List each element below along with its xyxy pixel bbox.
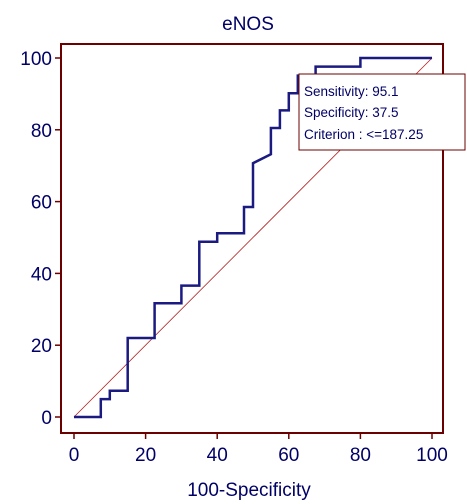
plot-frame bbox=[60, 43, 444, 434]
x-tick-label-0: 0 bbox=[69, 445, 80, 466]
annotation-criterion: Criterion : <=187.25 bbox=[304, 127, 423, 142]
x-tick-label-100: 100 bbox=[416, 445, 448, 466]
annotation-box bbox=[298, 73, 466, 151]
y-tick-label-80: 80 bbox=[31, 121, 52, 142]
criterion-annotation: Sensitivity: 95.1 Specificity: 37.5 Crit… bbox=[298, 73, 466, 151]
y-tick-label-60: 60 bbox=[31, 193, 52, 214]
x-tick-label-80: 80 bbox=[350, 445, 371, 466]
y-tick-label-0: 0 bbox=[41, 408, 52, 429]
y-tick-label-40: 40 bbox=[31, 264, 52, 285]
roc-line bbox=[74, 56, 432, 419]
axes: 0 20 40 60 80 100 0 20 40 60 80 100 bbox=[20, 49, 448, 466]
x-tick-label-40: 40 bbox=[207, 445, 228, 466]
x-tick-label-20: 20 bbox=[135, 445, 156, 466]
annotation-specificity: Specificity: 37.5 bbox=[304, 105, 399, 120]
chart-title: eNOS bbox=[222, 14, 274, 35]
annotation-sensitivity: Sensitivity: 95.1 bbox=[304, 84, 399, 99]
y-tick-label-100: 100 bbox=[20, 49, 52, 70]
x-axis-label: 100-Specificity bbox=[187, 480, 311, 501]
roc-curve bbox=[74, 56, 432, 419]
y-tick-label-20: 20 bbox=[31, 336, 52, 357]
x-tick-label-60: 60 bbox=[278, 445, 299, 466]
